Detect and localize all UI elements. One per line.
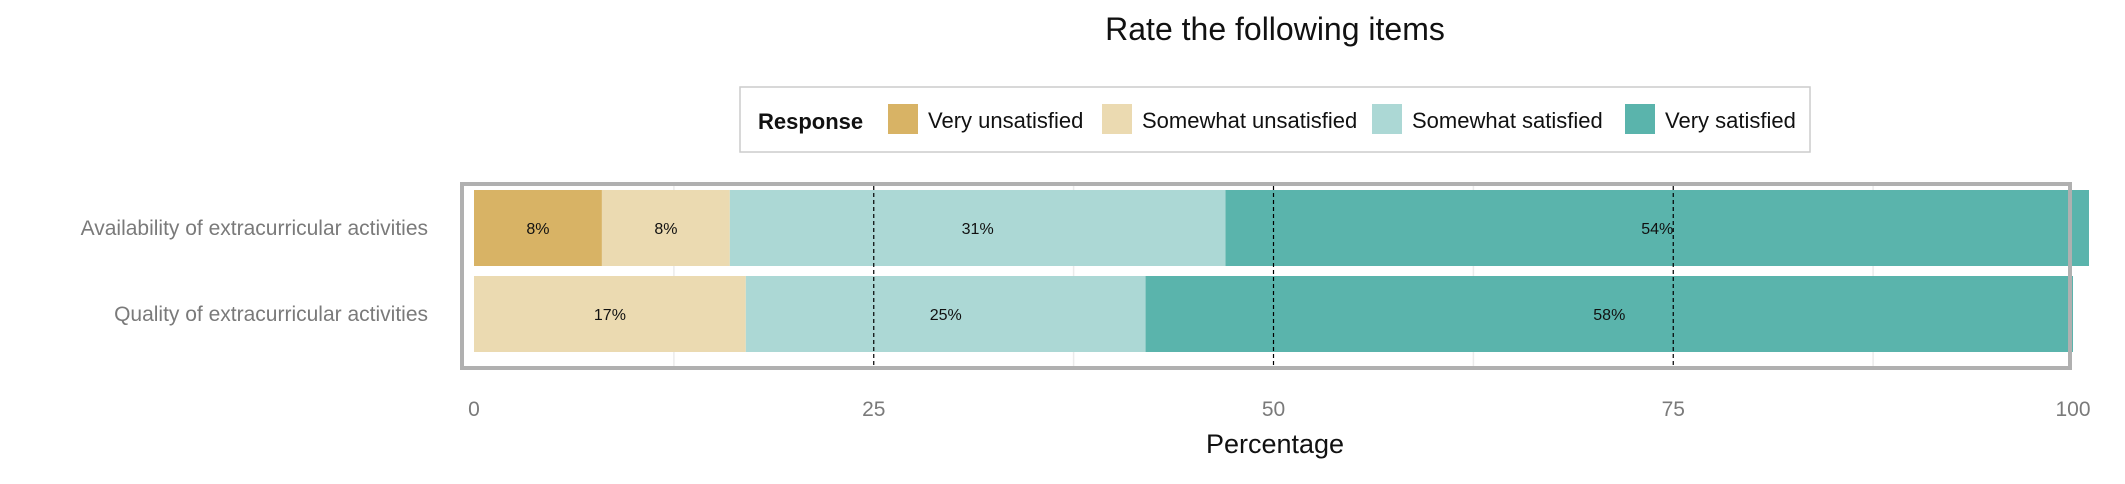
- data-label: 17%: [594, 307, 626, 324]
- chart-title: Rate the following items: [1105, 11, 1445, 47]
- x-tick-label: 100: [2055, 398, 2090, 421]
- x-tick-label: 50: [1262, 398, 1285, 421]
- x-axis-title: Percentage: [1206, 429, 1344, 459]
- data-label: 58%: [1593, 307, 1625, 324]
- bar-segment: [474, 190, 602, 266]
- data-label: 8%: [654, 221, 677, 238]
- bar-segment: [729, 190, 1226, 266]
- legend-swatch: [1625, 104, 1655, 134]
- x-tick-label: 25: [862, 398, 885, 421]
- bar-segment: [1225, 190, 2089, 266]
- x-tick-label: 75: [1662, 398, 1685, 421]
- data-label: 54%: [1641, 221, 1673, 238]
- bar-segment: [745, 276, 1146, 352]
- legend-swatch: [1372, 104, 1402, 134]
- data-label: 25%: [930, 307, 962, 324]
- plot-area: 8% 8% 31% 54% Availability of extracurricula…: [81, 182, 2091, 421]
- category-label: Quality of extracurricular activities: [114, 303, 428, 326]
- category-label: Availability of extracurricular activiti…: [81, 217, 428, 240]
- legend-swatch: [888, 104, 918, 134]
- legend-title: Response: [758, 109, 863, 134]
- legend-label: Very unsatisfied: [928, 108, 1083, 133]
- legend-label: Somewhat unsatisfied: [1142, 108, 1357, 133]
- legend-label: Somewhat satisfied: [1412, 108, 1603, 133]
- bar-segment: [601, 190, 730, 266]
- legend: Response Very unsatisfied Somewhat unsati…: [739, 86, 1811, 153]
- legend-items: Very unsatisfied Somewhat unsatisfied Some…: [888, 104, 1796, 134]
- legend-swatch: [1102, 104, 1132, 134]
- data-label: 31%: [962, 221, 994, 238]
- bar-segment: [1145, 276, 2073, 352]
- legend-label: Very satisfied: [1665, 108, 1796, 133]
- data-label: 8%: [526, 221, 549, 238]
- bar-segment: [474, 276, 746, 352]
- x-tick-label: 0: [468, 398, 480, 421]
